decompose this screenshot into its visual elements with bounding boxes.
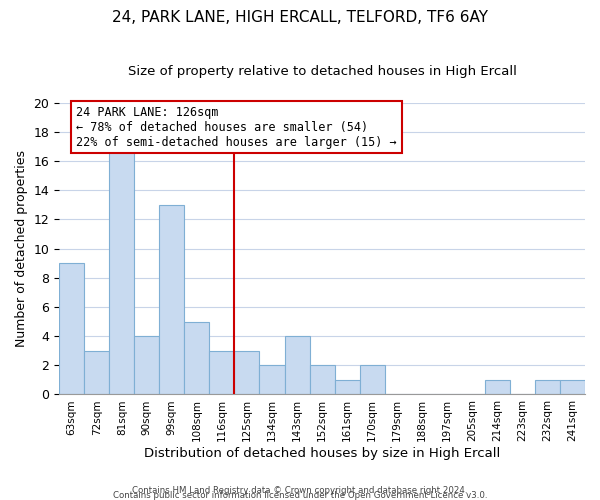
Bar bbox=[84, 350, 109, 395]
Bar bbox=[184, 322, 209, 394]
Bar bbox=[134, 336, 160, 394]
Text: 24, PARK LANE, HIGH ERCALL, TELFORD, TF6 6AY: 24, PARK LANE, HIGH ERCALL, TELFORD, TF6… bbox=[112, 10, 488, 25]
Bar bbox=[485, 380, 510, 394]
Title: Size of property relative to detached houses in High Ercall: Size of property relative to detached ho… bbox=[128, 65, 517, 78]
Bar bbox=[284, 336, 310, 394]
Bar bbox=[59, 263, 84, 394]
Y-axis label: Number of detached properties: Number of detached properties bbox=[15, 150, 28, 347]
Bar bbox=[209, 350, 235, 395]
Bar bbox=[560, 380, 585, 394]
Bar bbox=[109, 146, 134, 394]
Bar bbox=[310, 366, 335, 394]
Bar bbox=[259, 366, 284, 394]
Text: 24 PARK LANE: 126sqm
← 78% of detached houses are smaller (54)
22% of semi-detac: 24 PARK LANE: 126sqm ← 78% of detached h… bbox=[76, 106, 397, 148]
Bar bbox=[535, 380, 560, 394]
Text: Contains public sector information licensed under the Open Government Licence v3: Contains public sector information licen… bbox=[113, 491, 487, 500]
Bar bbox=[359, 366, 385, 394]
Bar bbox=[160, 205, 184, 394]
Bar bbox=[335, 380, 359, 394]
Bar bbox=[235, 350, 259, 395]
Text: Contains HM Land Registry data © Crown copyright and database right 2024.: Contains HM Land Registry data © Crown c… bbox=[132, 486, 468, 495]
X-axis label: Distribution of detached houses by size in High Ercall: Distribution of detached houses by size … bbox=[144, 447, 500, 460]
